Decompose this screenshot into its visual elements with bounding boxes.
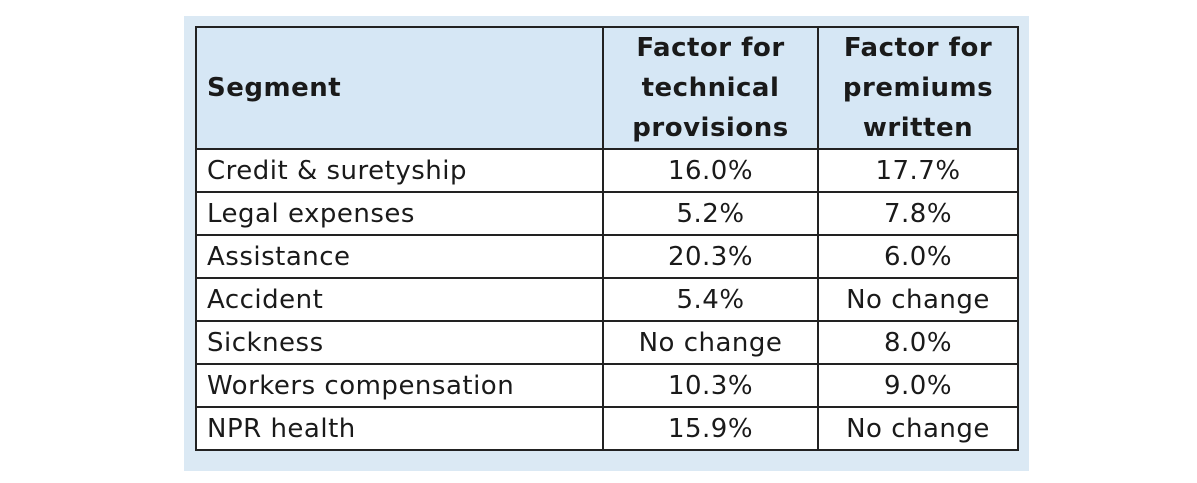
segment-cell: Credit & suretyship	[195, 148, 604, 193]
premiums-written-cell: 7.8%	[817, 191, 1019, 236]
premiums-written-cell: 9.0%	[817, 363, 1019, 408]
premiums-written-cell: 17.7%	[817, 148, 1019, 193]
header-premiums-written: Factor for premiums written	[817, 26, 1019, 150]
segment-cell: NPR health	[195, 406, 604, 451]
table-row: Credit & suretyship 16.0% 17.7%	[195, 148, 1019, 193]
premiums-written-cell: 8.0%	[817, 320, 1019, 365]
technical-provisions-cell: 20.3%	[602, 234, 819, 279]
technical-provisions-cell: 16.0%	[602, 148, 819, 193]
technical-provisions-cell: 5.4%	[602, 277, 819, 322]
technical-provisions-cell: 15.9%	[602, 406, 819, 451]
segment-cell: Legal expenses	[195, 191, 604, 236]
premiums-written-cell: 6.0%	[817, 234, 1019, 279]
premiums-written-cell: No change	[817, 406, 1019, 451]
table-row: NPR health 15.9% No change	[195, 406, 1019, 451]
table-row: Assistance 20.3% 6.0%	[195, 234, 1019, 279]
table-header-row: Segment Factor for technical provisions …	[195, 26, 1019, 150]
header-technical-provisions: Factor for technical provisions	[602, 26, 819, 150]
table-row: Accident 5.4% No change	[195, 277, 1019, 322]
table-row: Legal expenses 5.2% 7.8%	[195, 191, 1019, 236]
segment-cell: Assistance	[195, 234, 604, 279]
table-row: Sickness No change 8.0%	[195, 320, 1019, 365]
technical-provisions-cell: 10.3%	[602, 363, 819, 408]
segment-factors-table: Segment Factor for technical provisions …	[195, 26, 1019, 451]
premiums-written-cell: No change	[817, 277, 1019, 322]
header-segment: Segment	[195, 26, 604, 150]
technical-provisions-cell: 5.2%	[602, 191, 819, 236]
table-row: Workers compensation 10.3% 9.0%	[195, 363, 1019, 408]
segment-cell: Sickness	[195, 320, 604, 365]
technical-provisions-cell: No change	[602, 320, 819, 365]
segment-cell: Accident	[195, 277, 604, 322]
segment-cell: Workers compensation	[195, 363, 604, 408]
